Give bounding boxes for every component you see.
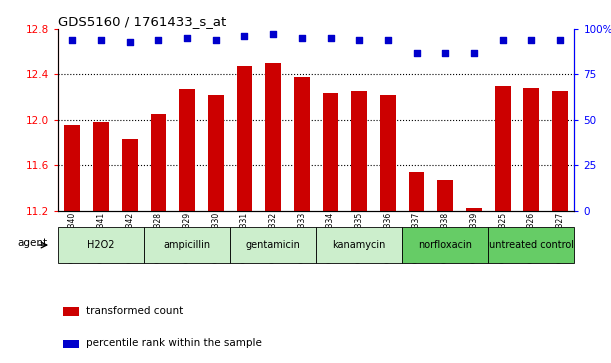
Point <box>469 50 479 56</box>
Point <box>182 35 192 41</box>
Bar <box>552 91 568 211</box>
Point <box>240 33 249 39</box>
Point <box>153 37 163 43</box>
Bar <box>323 93 338 211</box>
Bar <box>409 172 425 211</box>
Bar <box>63 340 79 348</box>
Text: H2O2: H2O2 <box>87 240 115 250</box>
Bar <box>122 139 137 211</box>
Text: norfloxacin: norfloxacin <box>419 240 472 250</box>
Bar <box>437 180 453 211</box>
Bar <box>58 227 144 263</box>
Bar <box>179 89 195 211</box>
Bar <box>236 66 252 211</box>
Point <box>555 37 565 43</box>
Bar <box>524 88 539 211</box>
Point <box>441 50 450 56</box>
Point <box>527 37 536 43</box>
Bar <box>466 208 482 211</box>
Bar <box>265 63 281 211</box>
Point <box>498 37 508 43</box>
Bar <box>402 227 488 263</box>
Bar <box>144 227 230 263</box>
Point <box>297 35 307 41</box>
Bar <box>380 95 396 211</box>
Bar <box>150 114 166 211</box>
Bar <box>294 77 310 211</box>
Point <box>354 37 364 43</box>
Bar <box>230 227 316 263</box>
Bar <box>63 307 79 316</box>
Text: gentamicin: gentamicin <box>246 240 301 250</box>
Point <box>383 37 393 43</box>
Point <box>211 37 221 43</box>
Point <box>268 32 278 37</box>
Point <box>326 35 335 41</box>
Point <box>412 50 422 56</box>
Text: kanamycin: kanamycin <box>332 240 386 250</box>
Text: transformed count: transformed count <box>86 306 184 316</box>
Text: ampicillin: ampicillin <box>164 240 211 250</box>
Point <box>125 39 134 45</box>
Bar <box>495 86 511 211</box>
Bar <box>488 227 574 263</box>
Text: agent: agent <box>17 238 48 248</box>
Bar <box>93 122 109 211</box>
Text: untreated control: untreated control <box>489 240 574 250</box>
Point <box>67 37 77 43</box>
Bar <box>351 91 367 211</box>
Point <box>96 37 106 43</box>
Text: percentile rank within the sample: percentile rank within the sample <box>86 338 262 348</box>
Text: GDS5160 / 1761433_s_at: GDS5160 / 1761433_s_at <box>58 15 226 28</box>
Bar <box>208 95 224 211</box>
Bar <box>316 227 402 263</box>
Bar <box>65 126 80 211</box>
